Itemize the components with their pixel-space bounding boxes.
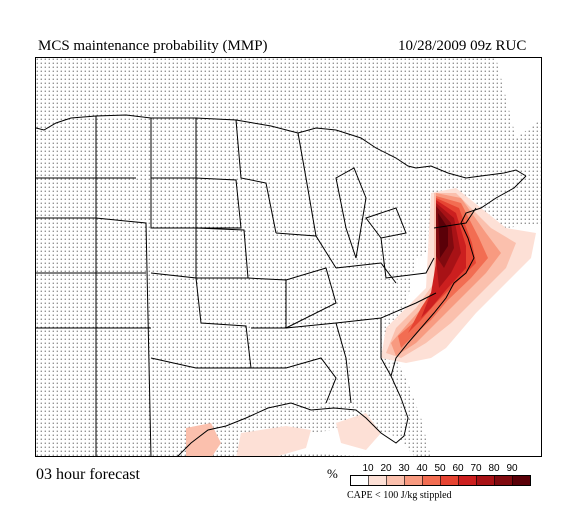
legend-tick-label: 60 xyxy=(452,463,464,474)
legend-swatch xyxy=(458,475,477,486)
legend-tick-label: 20 xyxy=(380,463,392,474)
legend-tick-label: 80 xyxy=(488,463,500,474)
mmp-shading xyxy=(186,188,536,456)
run-info: 10/28/2009 09z RUC xyxy=(398,38,527,54)
legend-tick-label: 90 xyxy=(506,463,518,474)
map-title: MCS maintenance probability (MMP) xyxy=(38,38,268,54)
northeast-clear-area xyxy=(496,58,541,138)
legend-tick-label: 70 xyxy=(470,463,482,474)
legend-swatch xyxy=(404,475,423,486)
legend-tick-label: 10 xyxy=(362,463,374,474)
legend-swatch xyxy=(476,475,495,486)
legend-tick-label: 30 xyxy=(398,463,410,474)
legend-swatch xyxy=(512,475,531,486)
legend-swatch xyxy=(422,475,441,486)
forecast-label: 03 hour forecast xyxy=(36,466,140,483)
legend-swatch xyxy=(440,475,459,486)
map-frame xyxy=(35,57,542,457)
legend-swatch xyxy=(386,475,405,486)
color-legend xyxy=(350,475,531,486)
stipple-note: CAPE < 100 J/kg stippled xyxy=(347,490,452,501)
legend-unit: % xyxy=(327,466,338,481)
legend-swatch xyxy=(368,475,387,486)
legend-tick-label: 40 xyxy=(416,463,428,474)
legend-tick-label: 50 xyxy=(434,463,446,474)
legend-swatch xyxy=(350,475,369,486)
legend-tick-labels: 10 20 30 40 50 60 70 80 90 xyxy=(350,463,530,475)
map-canvas xyxy=(36,58,541,456)
legend-swatch xyxy=(494,475,513,486)
coastline-and-borders xyxy=(36,114,527,456)
